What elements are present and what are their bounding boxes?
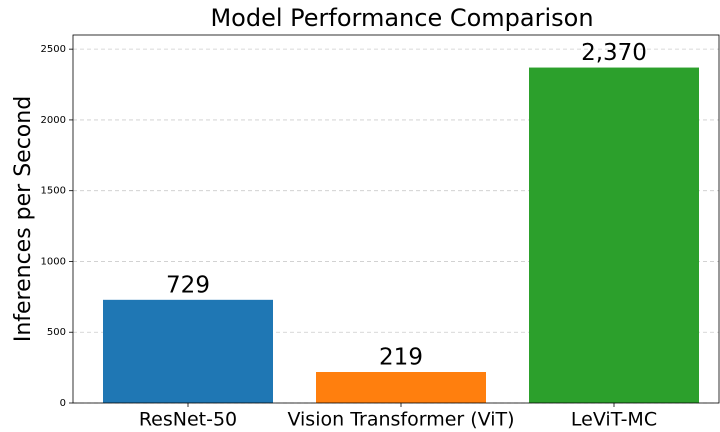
y-tick-label: 1000 bbox=[41, 256, 66, 267]
y-tick-label: 2000 bbox=[41, 115, 66, 126]
x-tick-label: LeViT-MC bbox=[571, 409, 657, 431]
y-tick-label: 2500 bbox=[41, 44, 66, 55]
value-label: 219 bbox=[379, 345, 423, 371]
value-label: 2,370 bbox=[581, 40, 647, 66]
value-label: 729 bbox=[166, 272, 210, 298]
chart-title: Model Performance Comparison bbox=[210, 4, 593, 32]
y-tick-label: 1500 bbox=[41, 186, 66, 197]
y-tick-label: 0 bbox=[60, 398, 66, 409]
y-axis-label: Inferences per Second bbox=[11, 96, 36, 342]
bar bbox=[103, 299, 273, 403]
y-tick-label: 500 bbox=[47, 327, 66, 338]
bar bbox=[529, 67, 699, 404]
x-tick-label: Vision Transformer (ViT) bbox=[287, 409, 514, 431]
plot-frame bbox=[72, 34, 720, 404]
bar bbox=[316, 372, 486, 403]
x-tick-label: ResNet-50 bbox=[139, 409, 237, 431]
